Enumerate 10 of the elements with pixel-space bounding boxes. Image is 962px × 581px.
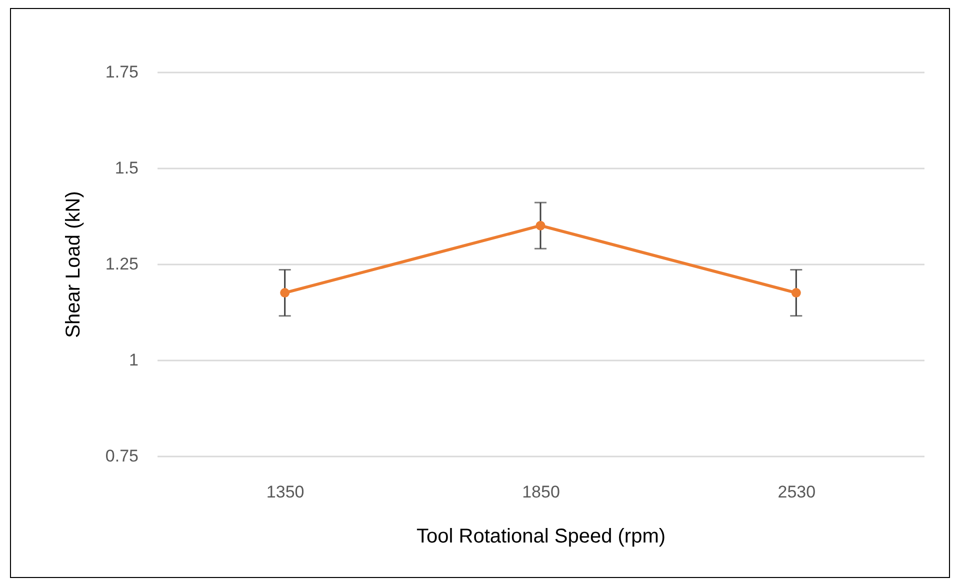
x-axis-title: Tool Rotational Speed (rpm): [416, 526, 666, 548]
y-tick-label: 1.75: [105, 62, 138, 82]
y-tick-label: 1: [129, 350, 138, 370]
y-tick-label: 0.75: [105, 446, 138, 466]
x-tick-label: 2530: [778, 482, 816, 502]
y-tick-label: 1.25: [105, 254, 138, 274]
y-tick-label: 1.5: [114, 158, 138, 178]
x-tick-label: 1350: [266, 482, 304, 502]
y-axis-title: Shear Load (kN): [62, 191, 84, 338]
x-tick-label: 1850: [522, 482, 560, 502]
